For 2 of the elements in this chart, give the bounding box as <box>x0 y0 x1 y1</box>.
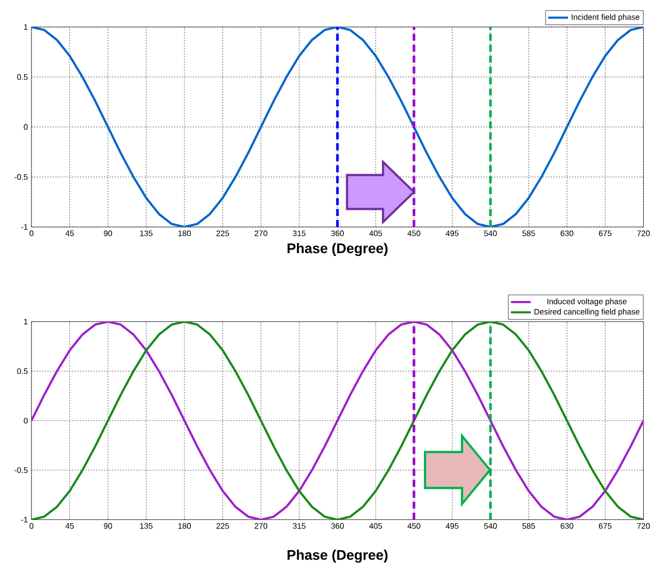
x-axis-title: Phase (Degree) <box>288 550 388 563</box>
x-axis-title: Phase (Degree) <box>288 242 388 256</box>
